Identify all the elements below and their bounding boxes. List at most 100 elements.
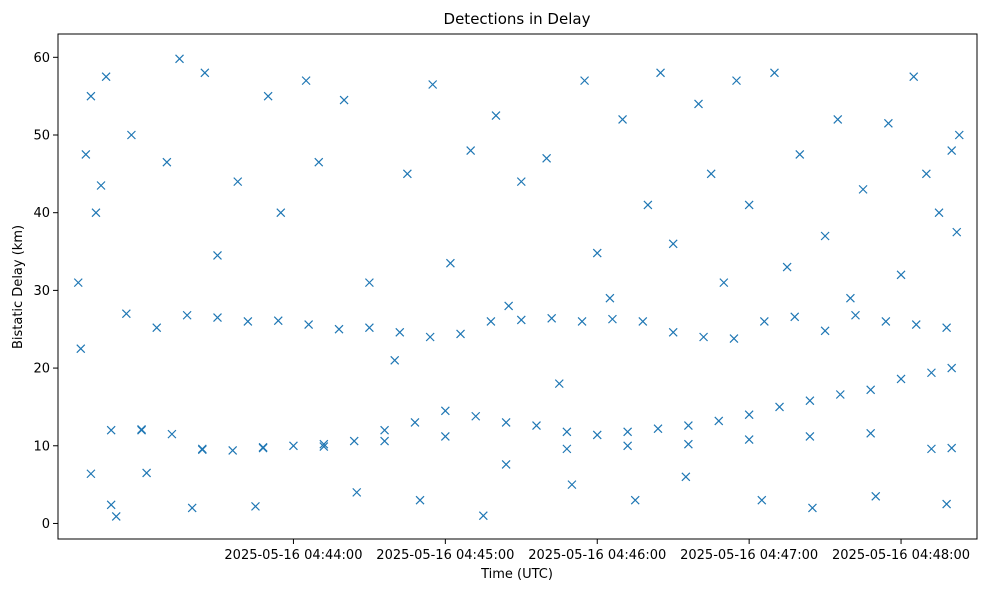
x-tick-label: 2025-05-16 04:47:00 [680,548,818,563]
y-tick-label: 30 [33,284,50,299]
data-point [289,441,298,451]
data-point [623,427,633,437]
data-point [833,115,843,124]
data-point [757,495,767,505]
data-point [547,313,557,323]
data-point [428,80,438,89]
data-point [790,312,800,322]
data-point [106,500,116,510]
data-point [952,227,962,237]
data-point [200,68,210,78]
data-point [805,432,815,441]
x-axis: 2025-05-16 04:44:00 2025-05-16 04:45:00 20… [224,539,970,563]
data-point [656,68,665,78]
data-point [319,442,329,451]
data-point [251,501,260,511]
data-point [258,442,268,452]
data-point [425,332,435,342]
data-point [314,157,324,167]
data-point [334,324,344,334]
data-point [445,258,455,268]
data-point [699,332,709,342]
data-point [732,76,741,86]
data-point [577,317,587,326]
plot-frame [57,33,978,540]
data-point [440,432,450,441]
data-point [592,248,602,258]
data-point [706,169,716,179]
y-axis: 0 10 20 30 40 50 60 [33,51,58,532]
x-axis-label: Time (UTC) [480,567,553,582]
data-point [759,317,769,326]
data-point [668,327,678,337]
data-point [605,293,615,303]
data-point [81,149,91,159]
data-point [714,416,724,426]
x-tick-label: 2025-05-16 04:45:00 [376,548,514,563]
data-point [228,446,238,455]
data-point [942,323,952,333]
data-point [668,239,678,249]
data-point [562,444,572,454]
data-point [580,76,590,86]
data-point [456,329,465,339]
data-point [304,320,314,329]
data-point [73,278,83,288]
data-point [643,200,653,210]
data-point [182,310,192,320]
data-point [395,327,405,337]
chart-title: Detections in Delay [444,10,591,28]
data-point [364,323,374,333]
data-point [653,424,663,434]
data-point [106,425,116,435]
data-point [390,355,400,365]
data-point [820,231,830,241]
data-point [121,309,131,319]
data-point [197,445,207,455]
y-tick-label: 60 [33,51,50,66]
data-point [694,99,703,109]
data-point [782,262,792,272]
data-point [744,435,754,444]
data-point [486,317,496,326]
x-tick-label: 2025-05-16 04:46:00 [528,548,666,563]
data-point [352,487,362,497]
data-point [618,115,627,124]
data-point [478,511,488,521]
data-point [681,472,691,482]
data-point [91,208,101,218]
x-tick-label: 2025-05-16 04:48:00 [832,548,970,563]
y-tick-label: 50 [33,129,50,144]
data-point [858,184,868,194]
data-point [339,95,349,105]
data-point [402,169,412,179]
data-point [263,91,273,101]
data-point [349,436,359,446]
data-point [491,111,501,121]
data-point [532,421,541,430]
data-point [927,444,936,454]
data-point [440,406,450,416]
data-point [466,146,476,155]
data-point [683,439,693,449]
data-point [795,149,805,159]
data-point [851,310,860,320]
data-point [638,317,648,326]
data-point [137,425,146,435]
data-point [608,314,617,324]
data-point [213,250,222,260]
data-point [162,157,172,167]
data-point [319,439,329,449]
data-point [934,208,944,218]
data-point [554,379,564,389]
data-point [86,469,96,479]
data-marks [73,54,964,521]
data-point [516,177,526,187]
y-tick-label: 20 [33,362,50,377]
data-point [562,427,572,437]
data-point [775,402,784,412]
data-point [896,374,906,384]
data-point [501,418,511,427]
data-point [927,368,936,378]
